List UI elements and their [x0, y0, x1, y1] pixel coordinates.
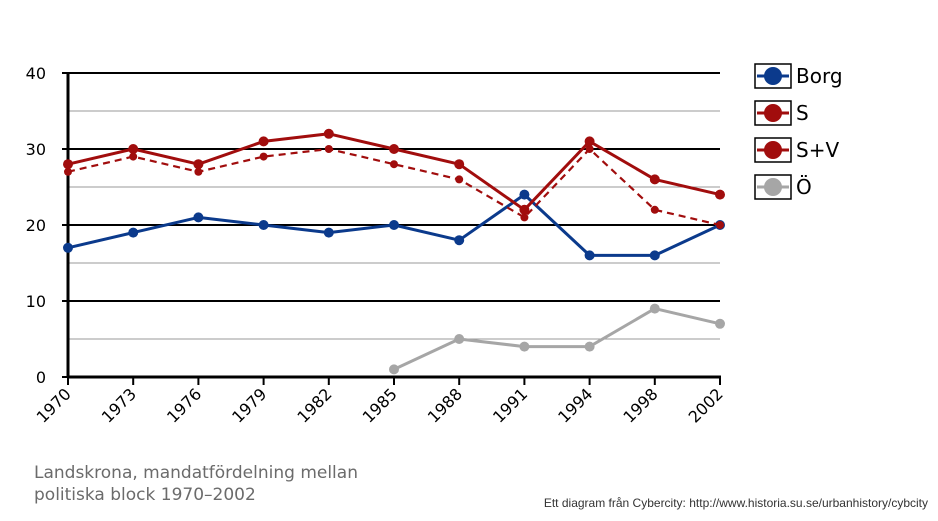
- data-point: [519, 204, 530, 215]
- data-point: [454, 159, 465, 170]
- legend: Borg S S+V Ö: [754, 63, 843, 200]
- data-point: [455, 175, 464, 184]
- data-point: [389, 220, 399, 230]
- legend-item: S: [754, 100, 809, 126]
- data-point: [585, 145, 594, 153]
- y-tick-label: 30: [26, 140, 46, 159]
- legend-label: Borg: [796, 64, 843, 88]
- data-point: [389, 364, 399, 375]
- data-point: [649, 174, 660, 185]
- legend-swatch-marker: [764, 104, 782, 122]
- data-point: [715, 189, 725, 200]
- caption-line-2: politiska block 1970–2002: [34, 485, 256, 505]
- data-point: [520, 213, 529, 222]
- data-point: [715, 318, 725, 329]
- series-s: [64, 145, 724, 229]
- y-axis-tick-labels: 0 10 20 30 40: [26, 64, 46, 387]
- data-point: [584, 250, 595, 261]
- data-point: [128, 227, 139, 238]
- axes: [62, 72, 721, 385]
- grid-lines: [68, 72, 720, 340]
- legend-label: S: [796, 101, 809, 125]
- legend-swatch-marker: [764, 178, 782, 196]
- legend-item: Ö: [754, 174, 812, 200]
- data-point: [193, 212, 204, 223]
- data-point: [389, 144, 399, 154]
- y-tick-label: 40: [26, 64, 46, 83]
- data-point: [258, 136, 269, 147]
- data-point: [128, 144, 139, 154]
- legend-swatch-marker: [764, 67, 782, 85]
- chart-caption: Landskrona, mandatfördelning mellan poli…: [34, 462, 454, 506]
- data-point: [323, 227, 334, 238]
- x-tick-label: 1970: [33, 384, 75, 426]
- data-point: [454, 235, 465, 246]
- legend-label: Ö: [796, 175, 812, 199]
- data-point: [129, 152, 138, 161]
- x-tick-label: 1982: [293, 384, 335, 426]
- data-point: [519, 341, 530, 352]
- legend-item: S+V: [754, 137, 839, 163]
- x-tick-label: 1979: [228, 384, 270, 426]
- y-tick-label: 20: [26, 216, 46, 235]
- data-point: [259, 152, 268, 161]
- data-point: [258, 220, 269, 230]
- legend-label: S+V: [796, 138, 839, 162]
- data-point: [716, 221, 724, 229]
- x-axis-tick-labels: 1970 1973 1976 1979 1982 1985 1988 1991 1994 1998…: [33, 384, 727, 426]
- y-tick-label: 10: [26, 292, 46, 311]
- data-point: [63, 159, 73, 170]
- data-point: [454, 334, 465, 344]
- source-credit: Ett diagram från Cybercity: http://www.h…: [543, 496, 928, 510]
- y-tick-label: 0: [36, 368, 46, 387]
- legend-item: Borg: [754, 63, 843, 89]
- data-point: [584, 341, 595, 352]
- caption-line-1: Landskrona, mandatfördelning mellan: [34, 463, 358, 483]
- x-tick-label: 1988: [424, 384, 466, 426]
- x-tick-label: 1991: [489, 384, 531, 426]
- series-line: [393, 307, 721, 371]
- data-point: [63, 242, 73, 253]
- data-point: [324, 145, 333, 153]
- data-point: [519, 189, 530, 200]
- data-point: [649, 250, 660, 261]
- data-point: [649, 303, 660, 314]
- series-line: [67, 147, 721, 227]
- data-point: [64, 167, 72, 176]
- x-tick-label: 1973: [98, 384, 140, 426]
- data-point: [650, 205, 659, 214]
- x-tick-label: 1998: [619, 384, 661, 426]
- data-point: [194, 167, 203, 176]
- x-tick-label: 1994: [554, 384, 596, 426]
- data-point: [323, 128, 334, 139]
- legend-swatch-marker: [764, 141, 782, 159]
- x-tick-label: 1985: [359, 384, 401, 426]
- x-tick-label: 1976: [163, 384, 205, 426]
- data-point: [390, 160, 398, 169]
- series-series-3: [389, 303, 725, 375]
- series-s-v: [63, 128, 725, 215]
- data-point: [584, 136, 595, 147]
- series-group: [63, 128, 725, 375]
- x-tick-label: 2002: [685, 384, 727, 426]
- data-point: [193, 159, 204, 170]
